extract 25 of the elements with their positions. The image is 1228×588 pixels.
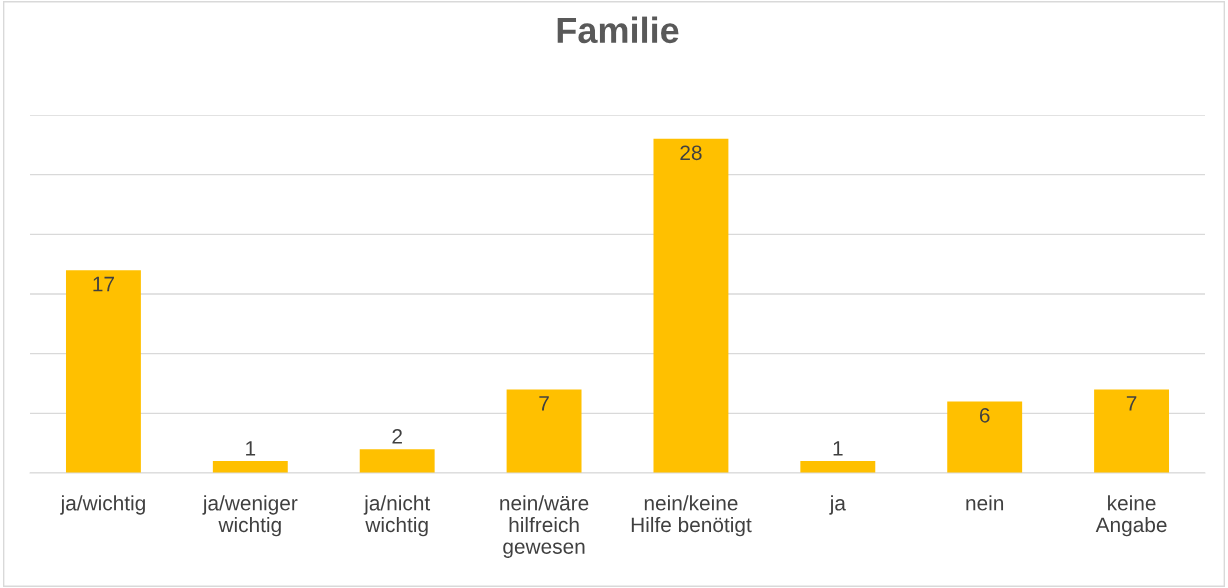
bar <box>65 270 141 473</box>
x-tick-label: nein/wäre hilfreich gewesen <box>500 495 589 559</box>
x-tick-label: ja/nicht wichtig <box>363 495 431 537</box>
x-tick-label: nein <box>966 495 1004 511</box>
data-label: 7 <box>539 396 549 411</box>
bar <box>506 389 582 473</box>
bar <box>359 449 435 473</box>
x-tick-label: ja/weniger wichtig <box>202 495 298 537</box>
bar <box>212 461 288 473</box>
x-tick-label: keine Angabe <box>1095 495 1167 537</box>
data-label: 28 <box>680 145 702 161</box>
data-label: 6 <box>979 407 990 423</box>
bar <box>800 461 876 473</box>
data-label: 7 <box>1126 396 1137 411</box>
data-label: 17 <box>93 276 114 292</box>
data-label: 2 <box>392 429 402 444</box>
x-tick-label: ja <box>829 495 846 515</box>
x-tick-label: nein/keine Hilfe benötigt <box>631 495 752 537</box>
data-label: 1 <box>246 441 256 456</box>
bar <box>653 138 729 473</box>
x-tick-label: ja/wichtig <box>60 495 145 515</box>
bar <box>947 401 1023 473</box>
bar <box>1094 389 1170 473</box>
chart-title: Familie <box>557 16 679 44</box>
data-label: 1 <box>833 441 843 456</box>
